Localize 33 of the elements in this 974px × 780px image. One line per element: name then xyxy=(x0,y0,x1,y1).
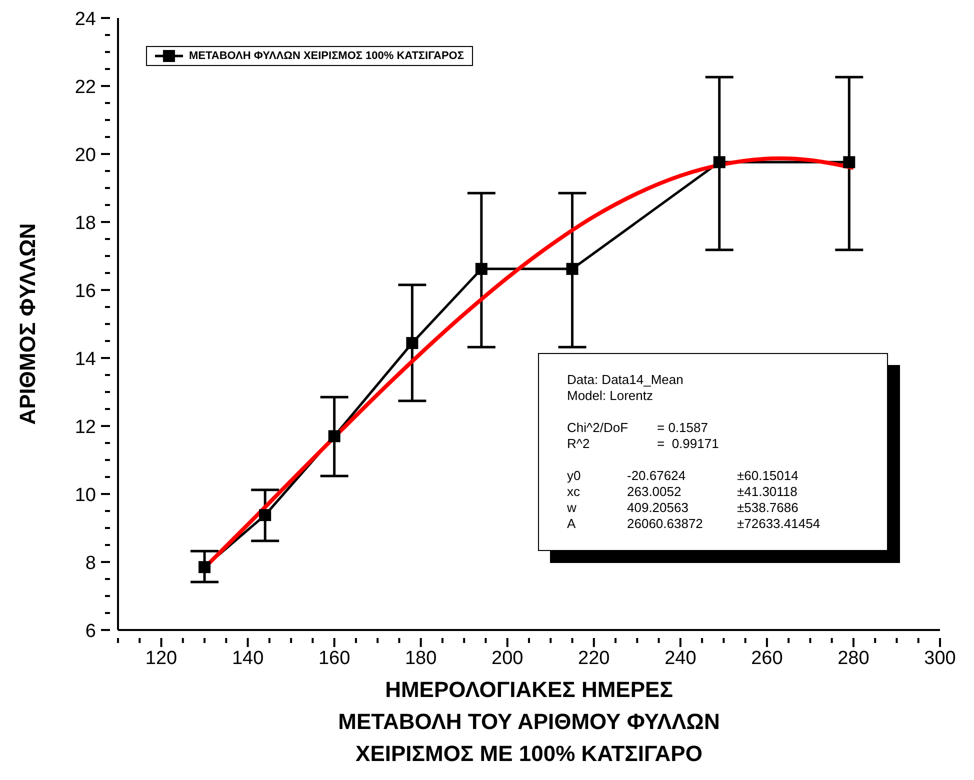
annotation: Data: Data14_Mean xyxy=(567,372,684,388)
y-tick-label: 12 xyxy=(74,417,96,438)
x-axis-title: ΗΜΕΡΟΛΟΓΙΑΚΕΣ ΗΜΕΡΕΣ ΜΕΤΑΒΟΛΗ ΤΟΥ ΑΡΙΘΜΟΥ ΦΥΛΛΩΝ ΧΕΙΡΙΣΜΟΣ ΜΕ 100% ΚΑΤΣΙΓΑΡΟ xyxy=(337,676,721,768)
x-tick-label: 220 xyxy=(578,648,610,669)
y-tick-label: 20 xyxy=(74,145,96,166)
x-tick-label: 160 xyxy=(318,648,350,669)
y-tick-label: 8 xyxy=(85,553,96,574)
y-tick-label: 6 xyxy=(85,621,96,642)
x-tick-label: 140 xyxy=(232,648,264,669)
point xyxy=(259,509,272,522)
point xyxy=(198,561,211,574)
y-tick-label: 22 xyxy=(74,77,96,98)
y-tick-label: 16 xyxy=(74,281,96,302)
y-tick-label: 18 xyxy=(74,213,96,234)
point xyxy=(566,262,578,275)
y-tick-label: 10 xyxy=(74,485,96,506)
x-tick-label: 280 xyxy=(838,648,870,669)
legend-label: ΜΕΤΑΒΟΛΗ ΦΥΛΛΩΝ ΧΕΙΡΙΣΜΟΣ 100% ΚΑΤΣΙΓΑΡΟΣ xyxy=(189,50,464,62)
point xyxy=(475,262,488,275)
annotation: Model: Lorentz xyxy=(567,388,654,404)
point xyxy=(406,337,418,350)
x-tick-label: 180 xyxy=(404,648,437,669)
x-tick-label: 300 xyxy=(924,648,956,669)
x-tick-label: 260 xyxy=(751,648,783,669)
point xyxy=(713,156,726,168)
y-tick-label: 14 xyxy=(74,349,96,370)
y-tick-label: 24 xyxy=(74,9,96,30)
point xyxy=(328,430,340,442)
y-axis-title: ΑΡΙΘΜΟΣ ΦΥΛΛΩΝ xyxy=(15,223,41,425)
x-tick-label: 240 xyxy=(664,648,696,669)
point xyxy=(843,156,856,168)
x-tick-label: 200 xyxy=(492,648,524,669)
x-tick-label: 120 xyxy=(145,648,178,669)
